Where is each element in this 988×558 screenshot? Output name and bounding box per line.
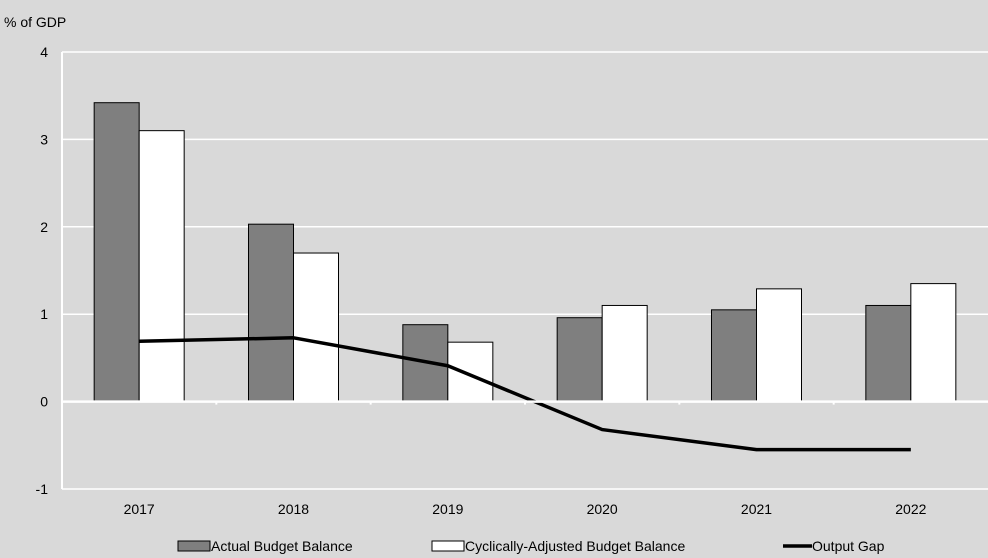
y-unit-label: % of GDP: [4, 14, 66, 30]
legend-label: Actual Budget Balance: [211, 538, 353, 554]
x-tick-label: 2018: [278, 501, 309, 517]
y-tick-label: -1: [36, 481, 49, 497]
y-tick-label: 4: [40, 44, 48, 60]
cyclically-adjusted-balance-bar: [138, 130, 185, 403]
cyclically-adjusted-balance-bar: [293, 252, 339, 403]
actual-budget-balance-bar: [248, 223, 294, 403]
cyclically-adjusted-balance-bar: [910, 283, 957, 403]
legend-actual-budget-balance: Actual Budget Balance: [177, 538, 353, 554]
cyclically-adjusted-balance-bar: [756, 288, 802, 403]
legend-output-gap: Output Gap: [783, 538, 885, 554]
y-tick-label: 1: [40, 306, 48, 322]
x-tick-label: 2019: [432, 501, 463, 517]
actual-budget-balance-bar: [93, 102, 140, 403]
legend-swatch: [431, 540, 465, 552]
bars: [93, 102, 957, 403]
x-tick-labels: 2017 2018 2019 2020 2021 2022: [124, 501, 927, 517]
y-tick-label: 3: [40, 131, 48, 147]
x-tick-label: 2022: [895, 501, 926, 517]
axes: [61, 52, 988, 489]
output-gap-line: [139, 336, 911, 452]
actual-budget-balance-bar: [711, 309, 757, 403]
actual-budget-balance-bar: [556, 317, 603, 403]
x-tick-label: 2017: [124, 501, 155, 517]
legend-label: Cyclically-Adjusted Budget Balance: [465, 538, 685, 554]
gridlines: [62, 51, 988, 490]
legend: Actual Budget Balance Cyclically-Adjusted…: [177, 538, 885, 554]
legend-label: Output Gap: [812, 538, 885, 554]
y-tick-label: 0: [40, 394, 48, 410]
output-gap-line-layer: [139, 336, 911, 452]
x-tick-label: 2021: [741, 501, 772, 517]
plot-area: [62, 52, 988, 489]
y-tick-label: 2: [40, 219, 48, 235]
y-tick-labels: -1 0 1 2 3 4: [36, 44, 49, 497]
legend-swatch: [177, 540, 211, 552]
cyclically-adjusted-balance-bar: [601, 304, 648, 403]
legend-cyclically-adjusted-balance: Cyclically-Adjusted Budget Balance: [431, 538, 685, 554]
cyclically-adjusted-balance-bar: [447, 341, 494, 403]
x-tick-label: 2020: [587, 501, 618, 517]
actual-budget-balance-bar: [865, 304, 912, 403]
